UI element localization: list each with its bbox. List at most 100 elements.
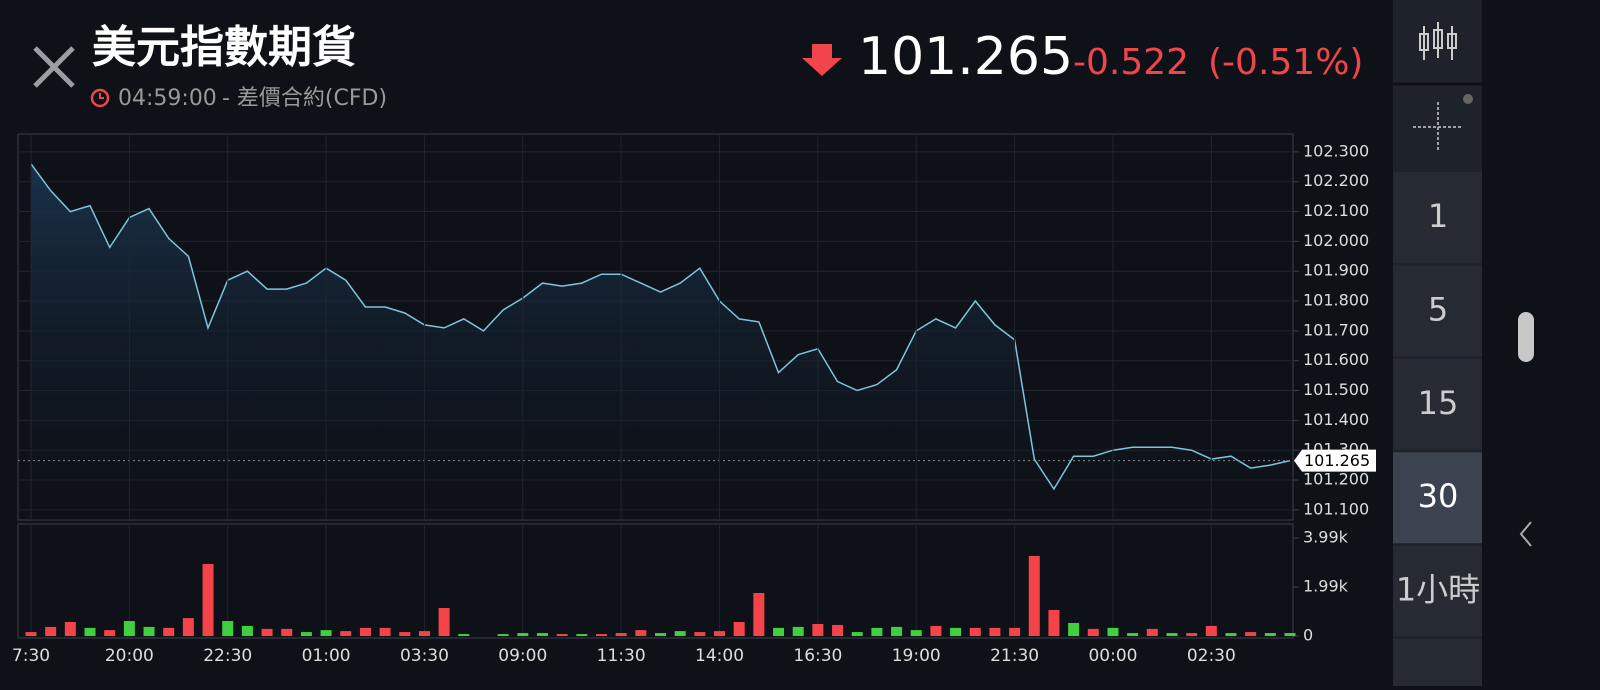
y-tick-label: 3.99k — [1303, 528, 1349, 547]
y-tick-label: 102.300 — [1303, 141, 1369, 160]
dot — [1463, 94, 1473, 104]
volume-bar — [359, 627, 371, 636]
volume-bar — [1245, 632, 1257, 636]
last-price-label: 101.265 — [1304, 451, 1370, 470]
interval-button[interactable] — [1393, 265, 1482, 357]
volume-bar — [123, 621, 135, 636]
volume-bar — [733, 622, 745, 636]
area-fill — [31, 163, 1290, 521]
price: 101.265 — [858, 27, 1073, 87]
x-tick-label: 20:00 — [105, 646, 154, 666]
x-tick-label: 22:30 — [203, 646, 252, 666]
volume-bar — [753, 593, 765, 636]
interval-label[interactable]: 1 — [1428, 197, 1448, 235]
volume-bar — [910, 630, 922, 636]
y-tick-label: 1.99k — [1303, 577, 1349, 596]
volume-bar — [792, 626, 804, 636]
interval-button[interactable] — [1393, 358, 1482, 450]
close-button[interactable] — [33, 46, 75, 88]
y-tick-label: 0 — [1303, 626, 1313, 645]
volume-bar — [399, 632, 411, 636]
scrollbar[interactable] — [1518, 312, 1534, 362]
x-tick-label: 19:00 — [892, 646, 941, 666]
volume-bar — [674, 631, 686, 636]
volume-bar — [1284, 633, 1296, 636]
y-tick-label: 102.000 — [1303, 231, 1369, 250]
change: -0.522 — [1073, 42, 1189, 83]
volume-bar — [458, 634, 470, 636]
crosshair-icon[interactable] — [1413, 102, 1463, 152]
x-tick-label: 7:30 — [12, 646, 50, 666]
interval-button[interactable] — [1393, 639, 1482, 690]
x-tick-label: 21:30 — [990, 646, 1039, 666]
volume-bar — [64, 622, 76, 636]
down-arrow — [802, 44, 842, 76]
volume-bar — [300, 632, 312, 636]
volume-bar — [1028, 555, 1040, 636]
interval-button[interactable] — [1393, 452, 1482, 544]
volume-bar — [556, 634, 568, 636]
interval-button[interactable] — [1393, 172, 1482, 263]
volume-bar — [202, 564, 214, 636]
volume-bar — [1127, 633, 1139, 636]
volume-bar — [595, 634, 607, 636]
interval-label[interactable]: 30 — [1418, 477, 1459, 515]
volume-bar — [1186, 633, 1198, 636]
volume-bar — [1205, 625, 1217, 636]
volume-bar — [536, 633, 548, 636]
y-tick-label: 101.400 — [1303, 410, 1369, 429]
candle-icon[interactable] — [1419, 22, 1457, 60]
volume-bar — [871, 627, 883, 636]
x-tick-label: 09:00 — [498, 646, 547, 666]
price-line — [30, 163, 1291, 491]
volume-bar — [1009, 627, 1021, 636]
volume-bar — [832, 624, 844, 636]
volume-bar — [694, 632, 706, 636]
last-price-tag — [1294, 449, 1376, 472]
interval-button[interactable] — [1393, 545, 1482, 637]
volume-bar — [517, 633, 529, 636]
x-tick-label: 11:30 — [597, 646, 646, 666]
interval-label[interactable]: 5 — [1428, 290, 1448, 328]
x-tick-label: 02:30 — [1187, 646, 1236, 666]
x-tick-label: 14:00 — [695, 646, 744, 666]
volume-bar — [1107, 627, 1119, 636]
volume-frame — [17, 523, 1294, 639]
volume-bar — [1048, 609, 1060, 636]
collapse-arrow[interactable] — [1519, 521, 1532, 547]
volume-bar — [989, 627, 1001, 636]
title: 美元指數期貨 — [92, 22, 356, 73]
volume-bar — [655, 633, 666, 636]
y-tick-label: 101.500 — [1303, 380, 1369, 399]
volume-bar — [969, 627, 981, 636]
volume-bar — [635, 630, 647, 636]
volume-bar — [950, 627, 962, 636]
clock-icon — [90, 88, 110, 108]
volume-bar — [1087, 628, 1099, 636]
interval-label[interactable]: 15 — [1418, 384, 1459, 422]
interval-label[interactable]: 1小時 — [1396, 571, 1480, 609]
volume-bar — [1225, 633, 1237, 636]
volume-bar — [773, 627, 785, 636]
volume-bar — [714, 631, 726, 636]
volume-bar — [891, 626, 903, 636]
volume-bar — [1146, 628, 1158, 636]
change-pct: (-0.51%) — [1208, 42, 1363, 83]
volume-bar — [379, 627, 391, 636]
subtitle: - 差價合約(CFD) — [222, 86, 387, 111]
y-tick-label: 101.100 — [1303, 499, 1369, 518]
volume-bar — [1264, 633, 1276, 636]
volume-bar — [182, 618, 194, 636]
y-tick-label: 101.200 — [1303, 470, 1369, 489]
volume-bar — [497, 634, 509, 636]
x-tick-label: 03:30 — [400, 646, 449, 666]
volume-bar — [84, 627, 96, 636]
volume-bar — [222, 621, 234, 636]
volume-bar — [1068, 622, 1080, 636]
y-tick-label: 101.900 — [1303, 261, 1369, 280]
x-tick-label: 16:30 — [793, 646, 842, 666]
volume-bar — [615, 633, 627, 636]
time: 04:59:00 — [118, 86, 217, 111]
